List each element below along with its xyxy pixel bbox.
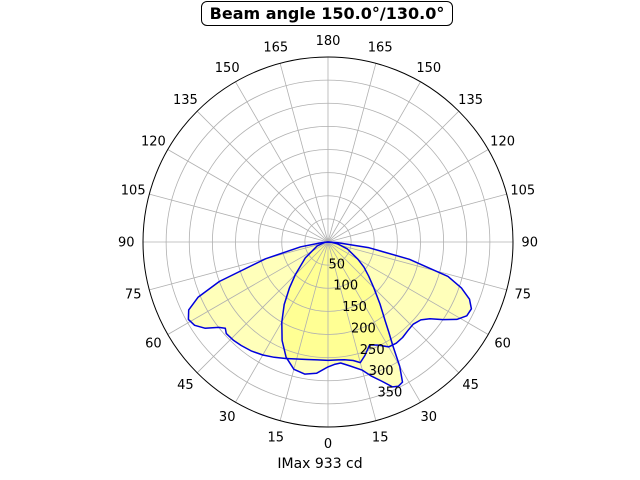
angle-tick-label: 15 (268, 430, 285, 445)
radial-tick-label: 350 (377, 386, 402, 401)
angle-tick-label: 60 (494, 336, 511, 351)
angular-gridline-225 (196, 110, 329, 243)
angle-tick-label: 45 (462, 378, 479, 393)
angle-tick-label: 120 (490, 135, 515, 150)
angle-tick-label: 90 (118, 236, 135, 251)
angular-gridline-195 (279, 63, 329, 243)
angular-gridline-300 (167, 241, 329, 335)
x-axis-label: IMax 933 cd (277, 456, 363, 472)
angular-gridline-255 (149, 193, 329, 243)
angular-gridline-30 (327, 241, 421, 403)
angle-tick-label: 120 (141, 135, 166, 150)
angle-tick-label: 90 (521, 236, 538, 251)
angle-tick-label: 135 (173, 93, 198, 108)
angle-tick-label: 30 (219, 410, 236, 425)
angle-tick-label: 150 (416, 61, 441, 76)
angular-gridline-120 (327, 149, 489, 243)
angle-tick-label: 105 (121, 183, 146, 198)
chart-title: Beam angle 150.0°/130.0° (201, 1, 453, 26)
angle-tick-label: 75 (125, 288, 142, 303)
angle-tick-label: 165 (368, 41, 393, 56)
radial-tick-label: 50 (329, 257, 346, 272)
label-layer: 180 1651501351201059075604530150153045607… (118, 34, 538, 452)
angular-gridline-75 (327, 241, 507, 291)
angle-tick-label: 60 (145, 336, 162, 351)
angle-tick-label: 45 (177, 378, 194, 393)
angular-gridline-45 (327, 241, 460, 374)
radial-tick-label: 150 (342, 300, 367, 315)
radial-tick-label: 100 (333, 279, 358, 294)
grid-layer (142, 56, 514, 428)
angular-gridline-15 (327, 241, 377, 421)
angle-tick-label: 30 (421, 410, 438, 425)
angular-gridline-165 (327, 63, 377, 243)
angle-tick-label: 135 (458, 93, 483, 108)
angle-tick-label: 150 (215, 61, 240, 76)
series-line-1 (187, 241, 473, 364)
radial-tick-label: 300 (369, 364, 394, 379)
series-line-2 (281, 241, 404, 388)
angle-tick-label: 105 (510, 183, 535, 198)
angular-gridline-150 (327, 81, 421, 243)
angular-gridline-285 (149, 241, 329, 291)
angular-gridline-210 (235, 81, 329, 243)
polar-frame (142, 56, 514, 428)
angle-tick-label: 75 (515, 288, 532, 303)
angle-tick-label: 165 (263, 41, 288, 56)
angular-gridline-135 (327, 110, 460, 243)
series-fill-2 (281, 242, 403, 387)
angle-tick-label: 180 (316, 34, 341, 49)
angular-gridline-345 (279, 241, 329, 421)
radial-tick-label: 250 (360, 343, 385, 358)
angular-gridline-105 (327, 193, 507, 243)
angle-tick-label: 15 (372, 430, 389, 445)
radial-tick-label: 200 (351, 322, 376, 337)
angular-gridline-240 (167, 149, 329, 243)
angular-gridline-60 (327, 241, 489, 335)
angle-tick-label: 0 (324, 437, 332, 452)
line-layer (187, 241, 473, 388)
angular-gridline-315 (196, 241, 329, 374)
